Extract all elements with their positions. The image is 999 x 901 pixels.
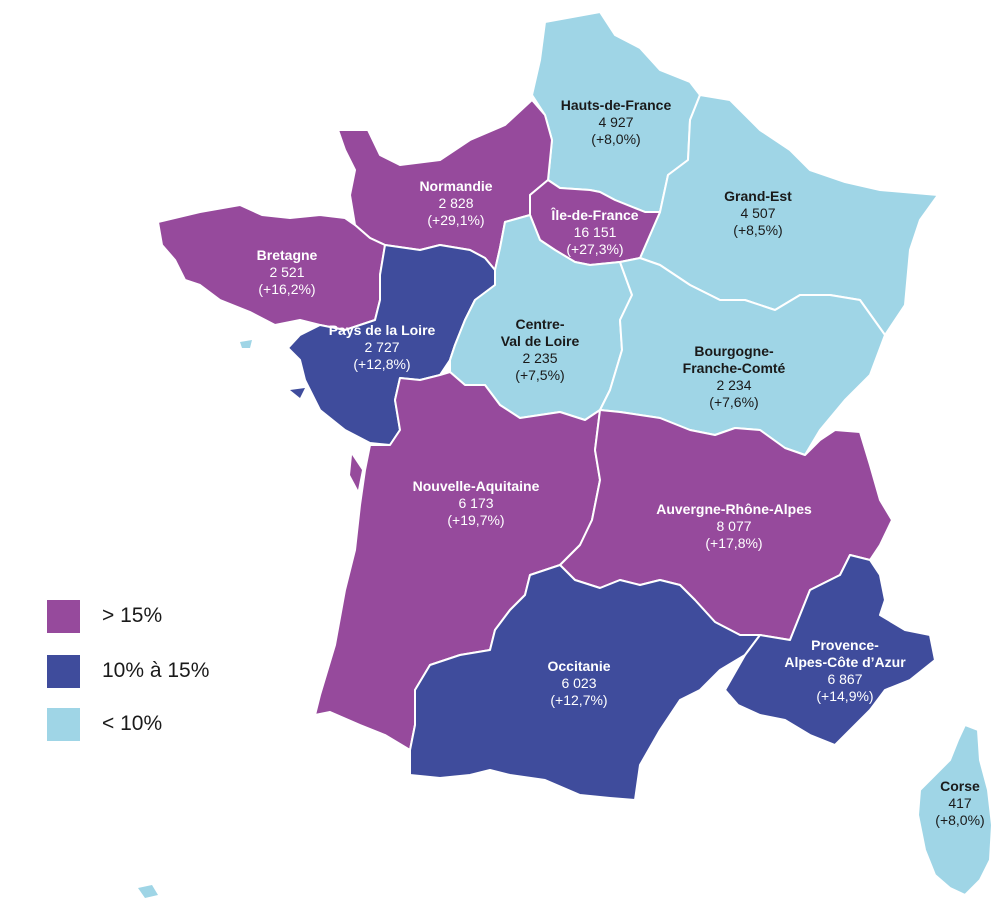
region-name: Grand-Est: [724, 188, 792, 204]
region-value: 2 234: [716, 377, 752, 393]
legend-swatch: [47, 599, 80, 633]
legend-label: > 15%: [102, 604, 163, 627]
label-bretagne: Bretagne 2 521 (+16,2%): [257, 247, 318, 298]
label-bourgogne-franche-comte: Bourgogne- Franche-Comté 2 234 (+7,6%): [683, 343, 786, 411]
region-value: 6 173: [458, 495, 494, 511]
legend-item-10to15: 10% à 15%: [47, 654, 209, 688]
label-grand-est: Grand-Est 4 507 (+8,5%): [724, 188, 792, 239]
region-value: 6 023: [561, 675, 597, 691]
legend-item-lt10: < 10%: [47, 707, 162, 741]
region-change: (+27,3%): [566, 241, 624, 257]
region-change: (+12,7%): [550, 692, 608, 708]
label-occitanie: Occitanie 6 023 (+12,7%): [547, 658, 610, 709]
label-normandie: Normandie 2 828 (+29,1%): [419, 178, 492, 229]
legend-swatch: [47, 654, 80, 688]
label-corse: Corse 417 (+8,0%): [935, 778, 984, 829]
label-provence-alpes-cote-azur: Provence- Alpes-Côte d’Azur 6 867 (+14,9…: [784, 637, 905, 705]
label-pays-de-la-loire: Pays de la Loire 2 727 (+12,8%): [329, 322, 436, 373]
region-name: Occitanie: [547, 658, 611, 674]
label-ile-de-france: Île-de-France 16 151 (+27,3%): [551, 207, 638, 258]
island-oleron: [350, 455, 362, 490]
region-name: Hauts-de-France: [560, 97, 672, 113]
region-change: (+14,9%): [816, 688, 874, 704]
island-ile-de-re: [290, 388, 305, 398]
region-name: Normandie: [419, 178, 493, 194]
region-name-line2: Val de Loire: [500, 333, 580, 349]
region-name: Pays de la Loire: [328, 322, 436, 338]
region-name-line1: Provence-: [811, 637, 879, 653]
region-bourgogne-franche-comte[interactable]: [599, 257, 886, 456]
region-change: (+17,8%): [705, 535, 763, 551]
region-name: Corse: [940, 778, 980, 794]
region-value: 2 828: [438, 195, 474, 211]
region-change: (+19,7%): [447, 512, 505, 528]
region-value: 16 151: [573, 224, 617, 240]
region-value: 8 077: [716, 518, 752, 534]
region-name-line2: Alpes-Côte d’Azur: [784, 654, 906, 670]
region-value: 2 727: [364, 339, 400, 355]
region-change: (+8,5%): [733, 222, 783, 238]
region-value: 4 507: [740, 205, 776, 221]
label-nouvelle-aquitaine: Nouvelle-Aquitaine 6 173 (+19,7%): [413, 478, 540, 529]
region-change: (+7,5%): [515, 367, 565, 383]
legend-label: < 10%: [102, 712, 163, 735]
region-occitanie[interactable]: [409, 564, 761, 801]
region-name-line1: Centre-: [515, 316, 565, 332]
region-corse[interactable]: [917, 724, 993, 896]
region-value: 6 867: [827, 671, 863, 687]
label-auvergne-rhone-alpes: Auvergne-Rhône-Alpes 8 077 (+17,8%): [656, 501, 812, 552]
region-value: 417: [948, 795, 972, 811]
region-name: Bretagne: [256, 247, 318, 263]
region-change: (+7,6%): [709, 394, 759, 410]
region-name: Auvergne-Rhône-Alpes: [656, 501, 812, 517]
island-belle-ile: [240, 340, 252, 348]
region-change: (+12,8%): [353, 356, 411, 372]
region-change: (+8,0%): [935, 812, 985, 828]
region-provence-alpes-cote-azur[interactable]: [724, 554, 936, 746]
legend-item-gt15: > 15%: [47, 599, 162, 633]
legend-swatch: [47, 707, 80, 741]
region-value: 4 927: [598, 114, 634, 130]
region-change: (+29,1%): [427, 212, 485, 228]
region-name-line2: Franche-Comté: [682, 360, 786, 376]
region-name-line1: Bourgogne-: [694, 343, 774, 359]
region-change: (+8,0%): [591, 131, 641, 147]
island-porquerolles: [138, 885, 158, 898]
region-value: 2 235: [522, 350, 558, 366]
label-centre-val-de-loire: Centre- Val de Loire 2 235 (+7,5%): [501, 316, 580, 384]
label-hauts-de-france: Hauts-de-France 4 927 (+8,0%): [561, 97, 671, 148]
region-value: 2 521: [269, 264, 305, 280]
legend-label: 10% à 15%: [102, 659, 210, 682]
region-name: Île-de-France: [551, 207, 639, 223]
region-change: (+16,2%): [258, 281, 316, 297]
region-name: Nouvelle-Aquitaine: [412, 478, 540, 494]
